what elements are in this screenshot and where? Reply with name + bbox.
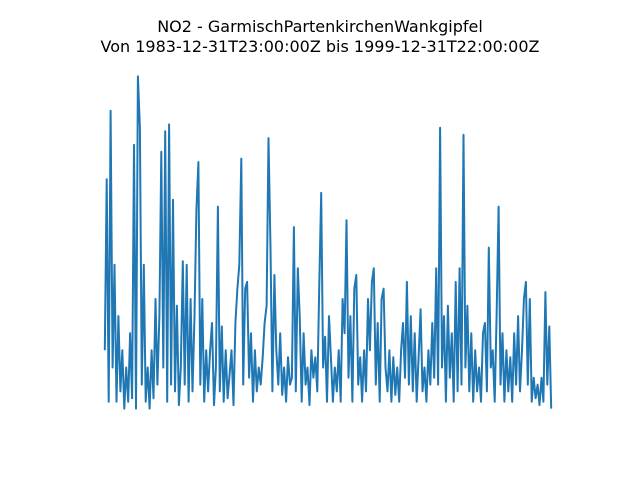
chart-title: NO2 - GarmischPartenkirchenWankgipfel Von… [101,17,540,56]
line-series [103,75,553,410]
